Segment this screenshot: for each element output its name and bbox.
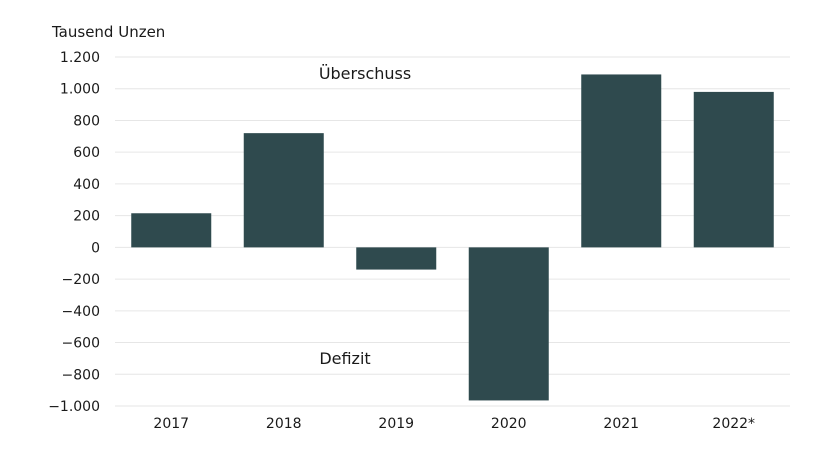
x-tick-label: 2018 [266,416,302,432]
bar-2022 [693,91,774,248]
y-tick-label: −600 [62,336,100,352]
y-tick-label: 0 [91,240,100,256]
x-tick-label: 2019 [378,416,414,432]
y-tick-label: 400 [73,177,100,193]
x-tick-label: 2021 [603,416,639,432]
y-axis-label: Tausend Unzen [51,23,165,41]
y-tick-label: −200 [62,272,100,288]
y-tick-label: 200 [73,209,100,225]
y-tick-label: 800 [73,113,100,129]
y-tick-label: 1.000 [60,82,100,98]
y-tick-label: −1.000 [48,399,100,415]
y-axis-ticks: 1.200 1.000 800 600 400 200 0 −200 −400 −600 −800 −… [48,50,100,415]
bar-2021 [581,74,662,248]
y-tick-label: 600 [73,145,100,161]
bar-2018 [243,133,324,248]
x-axis-ticks: 2017 2018 2019 2020 2021 2022* [153,416,755,432]
x-tick-label: 2022* [712,416,755,432]
deficit-annotation: Defizit [319,349,370,368]
x-tick-label: 2017 [153,416,189,432]
bar-2017 [131,213,212,248]
y-tick-label: 1.200 [60,50,100,66]
bar-2020 [468,247,549,401]
y-tick-label: −800 [62,367,100,383]
bars [131,74,774,401]
bar-2019 [356,247,437,270]
surplus-annotation: Überschuss [319,64,411,83]
y-tick-label: −400 [62,304,100,320]
x-tick-label: 2020 [491,416,527,432]
gridlines [115,56,790,407]
